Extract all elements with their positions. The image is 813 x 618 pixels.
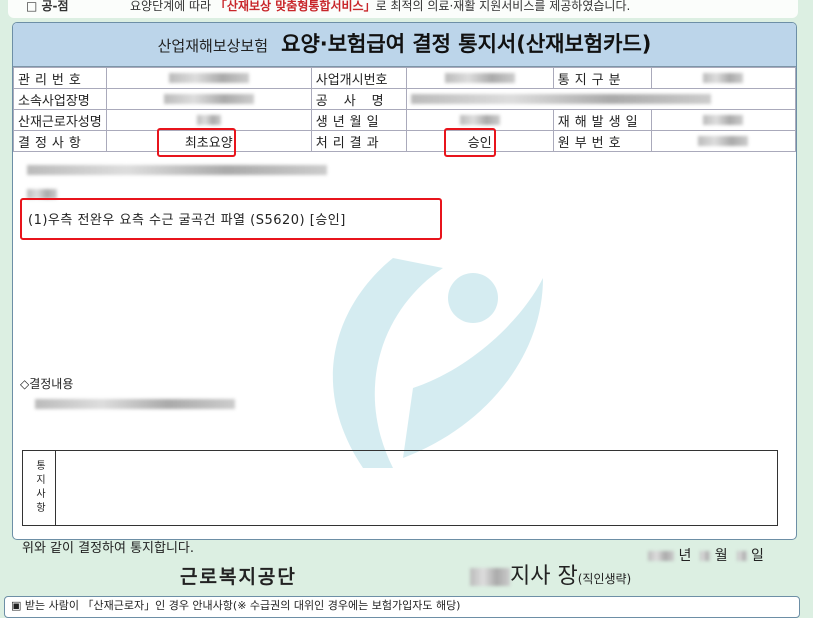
diagnosis-text: (1)우측 전완우 요측 수근 굴곡건 파열 (S5620) [승인] <box>28 213 346 228</box>
label-business-start-no: 사업개시번호 <box>310 67 407 89</box>
redacted-value <box>168 73 249 83</box>
top-strip-lead: □ 공-점 <box>26 0 69 13</box>
label-accident-date: 재해발생일 <box>552 109 652 131</box>
label-birthdate: 생년월일 <box>310 109 407 131</box>
branch-head: 지사 장(직인생략) <box>470 558 631 590</box>
notice-card: 산업재해보상보험 요양·보험급여 결정 통지서(산재보험카드) 관리번호 사업개… <box>12 22 797 540</box>
redacted-value <box>410 94 711 104</box>
label-construction: 공사명 <box>310 88 407 110</box>
footer-statement: 위와 같이 결정하여 통지합니다. <box>22 541 195 556</box>
watermark-logo <box>332 258 543 468</box>
notice-box: 통지사항 <box>22 450 778 526</box>
issue-date: 년 월 일 <box>648 545 764 565</box>
redacted-value <box>163 94 254 104</box>
redacted-value <box>444 73 515 83</box>
redacted-value <box>703 73 744 83</box>
label-worker-name: 산재근로자성명 <box>13 109 107 131</box>
bottom-note: ▣ 받는 사람이 「산재근로자」인 경우 안내사항(※ 수급권의 대위인 경우에… <box>4 596 800 618</box>
document-title: 요양·보험급여 결정 통지서(산재보험카드) <box>281 32 652 56</box>
redacted-value <box>459 115 500 125</box>
redacted-value <box>196 115 221 125</box>
redacted-line <box>27 189 57 199</box>
redacted-line <box>35 399 235 409</box>
label-decision: 결정사항 <box>13 130 107 152</box>
top-strip: □ 공-점 요양단계에 따라 「산재보상 맞춤형통합서비스」로 최적의 의료·재… <box>8 0 798 18</box>
highlight-diagnosis <box>20 198 442 240</box>
highlight-decision <box>157 128 236 157</box>
decision-content-label: ◇결정내용 <box>20 377 74 391</box>
highlight-result <box>444 128 496 157</box>
notice-label: 통지사항 <box>23 451 56 525</box>
redacted-value <box>703 115 744 125</box>
redacted-line <box>27 165 327 175</box>
label-management-no: 관리번호 <box>13 67 107 89</box>
organization-name: 근로복지공단 <box>180 566 297 588</box>
top-strip-message: 요양단계에 따라 「산재보상 맞춤형통합서비스」로 최적의 의료·재활 지원서비… <box>130 0 631 13</box>
document-subtitle: 산업재해보상보험 <box>157 37 269 55</box>
info-table: 관리번호 사업개시번호 통지구분 소속사업장명 공사명 산재근로자성명 생년월일… <box>13 67 796 152</box>
label-ledger-no: 원부번호 <box>552 130 652 152</box>
label-workplace: 소속사업장명 <box>13 88 107 110</box>
redacted-value <box>698 136 749 146</box>
label-notice-type: 통지구분 <box>552 67 652 89</box>
label-result: 처리결과 <box>310 130 407 152</box>
document-header: 산업재해보상보험 요양·보험급여 결정 통지서(산재보험카드) <box>13 23 796 67</box>
